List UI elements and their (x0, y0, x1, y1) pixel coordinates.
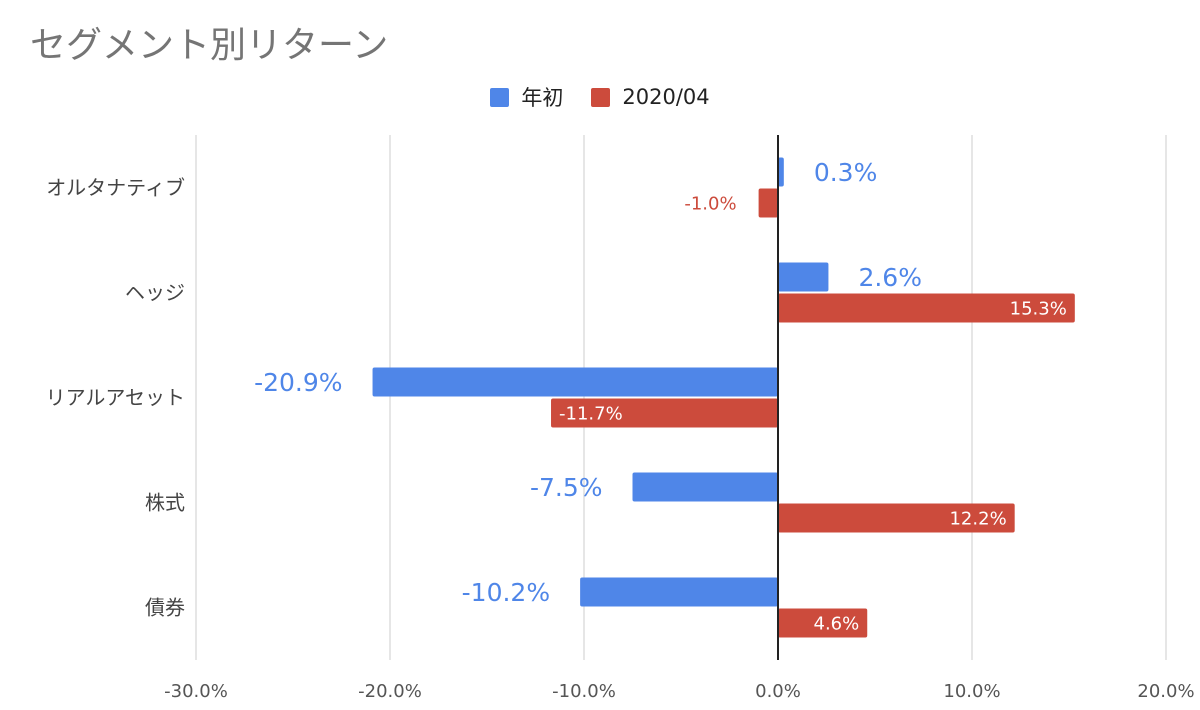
data-label-series-0: -20.9% (254, 368, 342, 397)
legend-swatch-series-1 (591, 87, 611, 107)
x-tick-label: 0.0% (755, 681, 801, 702)
chart-title: セグメント別リターン (30, 25, 389, 66)
data-label-series-1: 4.6% (814, 613, 860, 634)
x-tick-label: 20.0% (1137, 681, 1194, 702)
bar-series-1-0[interactable] (758, 188, 778, 218)
legend-item-series-1[interactable]: 2020/04 (591, 82, 710, 112)
data-label-series-1: -1.0% (684, 193, 736, 214)
legend-item-series-0[interactable]: 年初 (490, 82, 563, 112)
data-label-series-0: -10.2% (462, 578, 550, 607)
category-label: ヘッジ (125, 281, 185, 305)
x-tick-label: -20.0% (358, 681, 422, 702)
bar-series-0-1[interactable] (778, 262, 829, 292)
data-label-series-0: 0.3% (814, 158, 878, 187)
data-label-series-1: 15.3% (1010, 298, 1067, 319)
category-label: リアルアセット (46, 386, 185, 410)
bar-series-0-0[interactable] (778, 157, 784, 187)
legend-label-series-1: 2020/04 (622, 85, 710, 109)
legend: 年初 2020/04 (0, 82, 1200, 112)
data-label-series-0: 2.6% (858, 263, 922, 292)
x-tick-label: -30.0% (164, 681, 228, 702)
data-label-series-1: 12.2% (949, 508, 1006, 529)
bar-series-1-4[interactable] (778, 608, 868, 638)
bar-series-0-2[interactable] (372, 367, 778, 397)
bar-series-1-1[interactable] (778, 293, 1075, 323)
x-tick-label: 10.0% (943, 681, 1000, 702)
data-label-series-1: -11.7% (559, 403, 623, 424)
legend-label-series-0: 年初 (521, 86, 564, 110)
legend-swatch-series-0 (490, 87, 510, 107)
data-label-series-0: -7.5% (530, 473, 603, 502)
bar-series-1-3[interactable] (778, 503, 1015, 533)
category-label: オルタナティブ (46, 176, 185, 200)
bar-series-0-4[interactable] (580, 577, 778, 607)
x-tick-label: -10.0% (552, 681, 616, 702)
bar-series-1-2[interactable] (551, 398, 778, 428)
bar-series-0-3[interactable] (632, 472, 779, 502)
category-label: 債券 (145, 596, 185, 620)
category-label: 株式 (145, 491, 185, 515)
